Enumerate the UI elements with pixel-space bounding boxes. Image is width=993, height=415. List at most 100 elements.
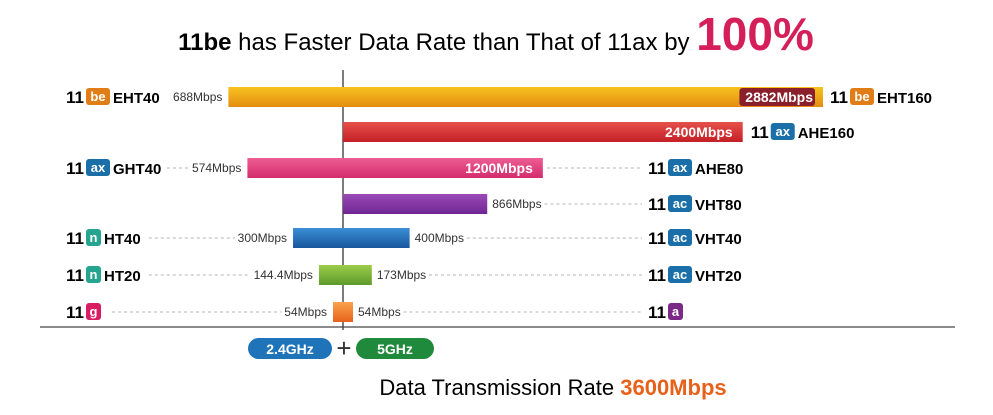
left-standard-label-mode: HT40: [104, 231, 141, 248]
left-standard-label-badge-text: g: [90, 304, 98, 319]
bar-mark: [343, 194, 488, 214]
footer-text: Data Transmission Rate: [379, 375, 620, 400]
left-value-label: 688Mbps: [173, 90, 222, 104]
title-percent: 100%: [696, 8, 814, 60]
plus-sign: +: [336, 333, 351, 363]
right-standard-label-badge-text: ax: [673, 160, 688, 175]
bar-row: 866Mbps 11 ac VHT80: [343, 194, 742, 214]
right-standard-label-badge-text: ac: [673, 267, 687, 282]
right-standard-label: 11 a: [648, 303, 683, 322]
bar-mark: [343, 122, 743, 142]
right-standard-label-mode: VHT20: [695, 268, 742, 285]
right-standard-label-badge: [770, 123, 795, 140]
left-standard-label-badge-text: n: [90, 267, 98, 282]
right-standard-label-badge-text: ac: [673, 230, 687, 245]
right-standard-label-badge: [668, 229, 692, 246]
right-standard-label-prefix: 11: [648, 195, 666, 214]
left-standard-label-badge-text: be: [90, 89, 105, 104]
right-standard-label-badge: [668, 195, 692, 212]
bar-mark: [333, 302, 353, 322]
footer-caption: Data Transmission Rate 3600Mbps: [379, 375, 726, 400]
right-standard-label-mode: VHT40: [695, 231, 742, 248]
right-standard-label-mode: AHE80: [695, 161, 743, 178]
left-standard-label-badge-text: n: [90, 230, 98, 245]
left-standard-label-badge: [86, 88, 110, 105]
left-standard-label: 11 be EHT40: [66, 88, 160, 107]
right-standard-label-mode: VHT80: [695, 197, 742, 214]
right-standard-label-prefix: 11: [830, 88, 848, 107]
band-legend-5ghz: 5GHz: [356, 338, 434, 359]
right-value-label: 2400Mbps: [665, 124, 733, 140]
right-standard-label-badge-text: ax: [775, 124, 790, 139]
left-standard-label-badge: [86, 266, 101, 283]
left-standard-label-prefix: 11: [66, 266, 84, 285]
left-standard-label: 11 ax GHT40: [66, 159, 161, 178]
left-value-label: 54Mbps: [284, 305, 327, 319]
right-standard-label-prefix: 11: [751, 123, 769, 142]
left-standard-label-badge-text: ax: [91, 160, 106, 175]
right-standard-label: 11 ax AHE160: [751, 123, 855, 142]
bar-mark: [318, 265, 372, 285]
right-standard-label: 11 ax AHE80: [648, 159, 743, 178]
bar-mark: [228, 87, 823, 107]
right-standard-label-badge-text: be: [854, 89, 869, 104]
bar-row: 11 n HT40 300Mbps 400Mbps 11 ac VHT40: [66, 228, 742, 248]
left-standard-label-prefix: 11: [66, 88, 84, 107]
right-standard-label-badge-text: ac: [673, 196, 687, 211]
right-standard-label-badge-text: a: [672, 304, 680, 319]
left-standard-label-prefix: 11: [66, 159, 84, 178]
bar-row: 11 g 54Mbps 54Mbps 11 a: [66, 302, 683, 322]
left-standard-label: 11 g: [66, 303, 101, 322]
right-standard-label-prefix: 11: [648, 303, 666, 322]
right-standard-label: 11 ac VHT20: [648, 266, 742, 285]
right-value-label: 173Mbps: [377, 268, 426, 282]
band-pill-2-4ghz: [248, 338, 332, 359]
band-legend-2-4ghz: 2.4GHz: [248, 338, 332, 359]
left-standard-label-prefix: 11: [66, 303, 84, 322]
left-standard-label-mode: HT20: [104, 268, 141, 285]
bar-row: 11 ax GHT40 574Mbps 1200Mbps 11 ax AHE80: [66, 158, 743, 178]
bar-mark: [247, 158, 543, 178]
right-value-label: 866Mbps: [492, 197, 541, 211]
bar-row: 2400Mbps 11 ax AHE160: [343, 122, 854, 142]
right-standard-label: 11 be EHT160: [830, 88, 932, 107]
left-value-label: 144.4Mbps: [254, 268, 313, 282]
right-standard-label-badge: [668, 159, 692, 176]
footer-value: 3600Mbps: [620, 375, 726, 400]
chart-title: 11be has Faster Data Rate than That of 1…: [178, 8, 814, 60]
left-standard-label-badge: [86, 229, 101, 246]
left-value-label: 574Mbps: [192, 161, 241, 175]
right-standard-label-badge: [668, 266, 692, 283]
right-value-label: 400Mbps: [415, 231, 464, 245]
left-standard-label: 11 n HT40: [66, 229, 141, 248]
right-standard-label-badge: [850, 88, 874, 105]
right-standard-label-prefix: 11: [648, 159, 666, 178]
band-pill-5ghz: [356, 338, 434, 359]
value-pill: [739, 88, 815, 106]
title-highlight: 11be: [178, 29, 231, 56]
bar-row: 11 be EHT40 688Mbps 2882Mbps 11 be EHT160: [66, 87, 932, 107]
right-standard-label: 11 ac VHT40: [648, 229, 742, 248]
left-standard-label-prefix: 11: [66, 229, 84, 248]
bar-mark: [293, 228, 410, 248]
band-label-2-4ghz: 2.4GHz: [266, 341, 313, 357]
right-standard-label-badge: [668, 303, 683, 320]
right-value-label: 2882Mbps: [745, 89, 813, 105]
left-standard-label: 11 n HT20: [66, 266, 141, 285]
bar-row: 11 n HT20 144.4Mbps 173Mbps 11 ac VHT20: [66, 265, 742, 285]
right-standard-label-prefix: 11: [648, 266, 666, 285]
left-standard-label-badge: [86, 303, 101, 320]
right-value-label: 54Mbps: [358, 305, 401, 319]
left-standard-label-mode: EHT40: [113, 90, 160, 107]
title-text: has Faster Data Rate than That of 11ax b…: [232, 29, 697, 56]
left-standard-label-badge: [86, 159, 110, 176]
bar-rows: 11 be EHT40 688Mbps 2882Mbps 11 be EHT160 2400Mb…: [66, 87, 932, 322]
right-standard-label-mode: AHE160: [798, 125, 855, 142]
left-value-label: 300Mbps: [238, 231, 287, 245]
left-standard-label-mode: GHT40: [113, 161, 161, 178]
right-value-label: 1200Mbps: [465, 160, 533, 176]
right-standard-label-prefix: 11: [648, 229, 666, 248]
right-standard-label: 11 ac VHT80: [648, 195, 742, 214]
band-label-5ghz: 5GHz: [377, 341, 413, 357]
